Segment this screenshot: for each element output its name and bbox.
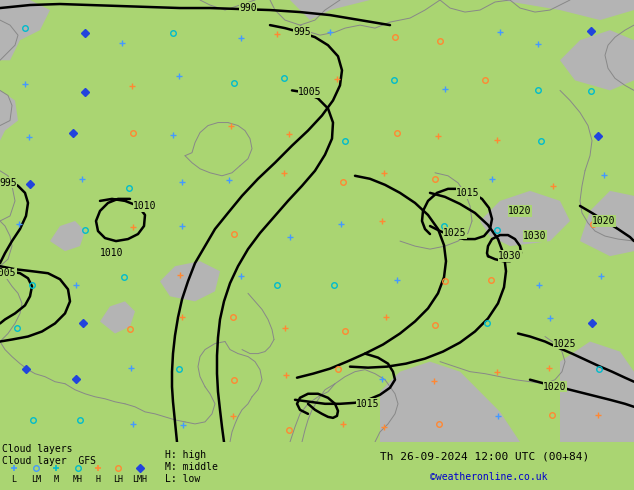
Text: LH: LH xyxy=(113,475,123,485)
Text: 1005: 1005 xyxy=(0,268,16,278)
Polygon shape xyxy=(580,191,634,256)
Text: 1010: 1010 xyxy=(133,201,157,211)
Text: M: M xyxy=(53,475,58,485)
Text: 1025: 1025 xyxy=(443,228,467,238)
Text: LMH: LMH xyxy=(133,475,148,485)
Text: H: H xyxy=(96,475,101,485)
Text: L: low: L: low xyxy=(165,474,200,484)
Text: 995: 995 xyxy=(0,178,17,188)
Text: 1020: 1020 xyxy=(592,216,616,226)
Polygon shape xyxy=(50,221,85,251)
Text: 1030: 1030 xyxy=(498,251,522,261)
Text: Th 26-09-2024 12:00 UTC (00+84): Th 26-09-2024 12:00 UTC (00+84) xyxy=(380,452,589,462)
Text: 990: 990 xyxy=(239,3,257,13)
Text: 1020: 1020 xyxy=(508,206,532,216)
Text: 995: 995 xyxy=(293,27,311,37)
Text: 1025: 1025 xyxy=(553,339,577,348)
Polygon shape xyxy=(0,90,18,141)
Polygon shape xyxy=(100,301,135,334)
Polygon shape xyxy=(480,191,570,246)
Text: 1015: 1015 xyxy=(356,399,380,409)
Polygon shape xyxy=(0,0,50,60)
Text: LM: LM xyxy=(31,475,41,485)
Text: 1020: 1020 xyxy=(543,382,567,392)
Text: 1005: 1005 xyxy=(298,87,321,98)
Text: 1010: 1010 xyxy=(100,248,124,258)
Text: ©weatheronline.co.uk: ©weatheronline.co.uk xyxy=(430,472,548,482)
Text: Cloud layer  GFS: Cloud layer GFS xyxy=(2,456,96,466)
Text: MH: MH xyxy=(73,475,83,485)
Polygon shape xyxy=(290,0,634,20)
Text: L: L xyxy=(11,475,16,485)
Text: M: middle: M: middle xyxy=(165,462,218,472)
Text: Cloud layers: Cloud layers xyxy=(2,444,72,454)
Text: 1015: 1015 xyxy=(456,188,480,198)
Polygon shape xyxy=(560,342,634,442)
Polygon shape xyxy=(160,261,220,301)
Text: H: high: H: high xyxy=(165,450,206,460)
Text: 1030: 1030 xyxy=(523,231,547,241)
Polygon shape xyxy=(560,30,634,90)
Polygon shape xyxy=(380,362,520,442)
